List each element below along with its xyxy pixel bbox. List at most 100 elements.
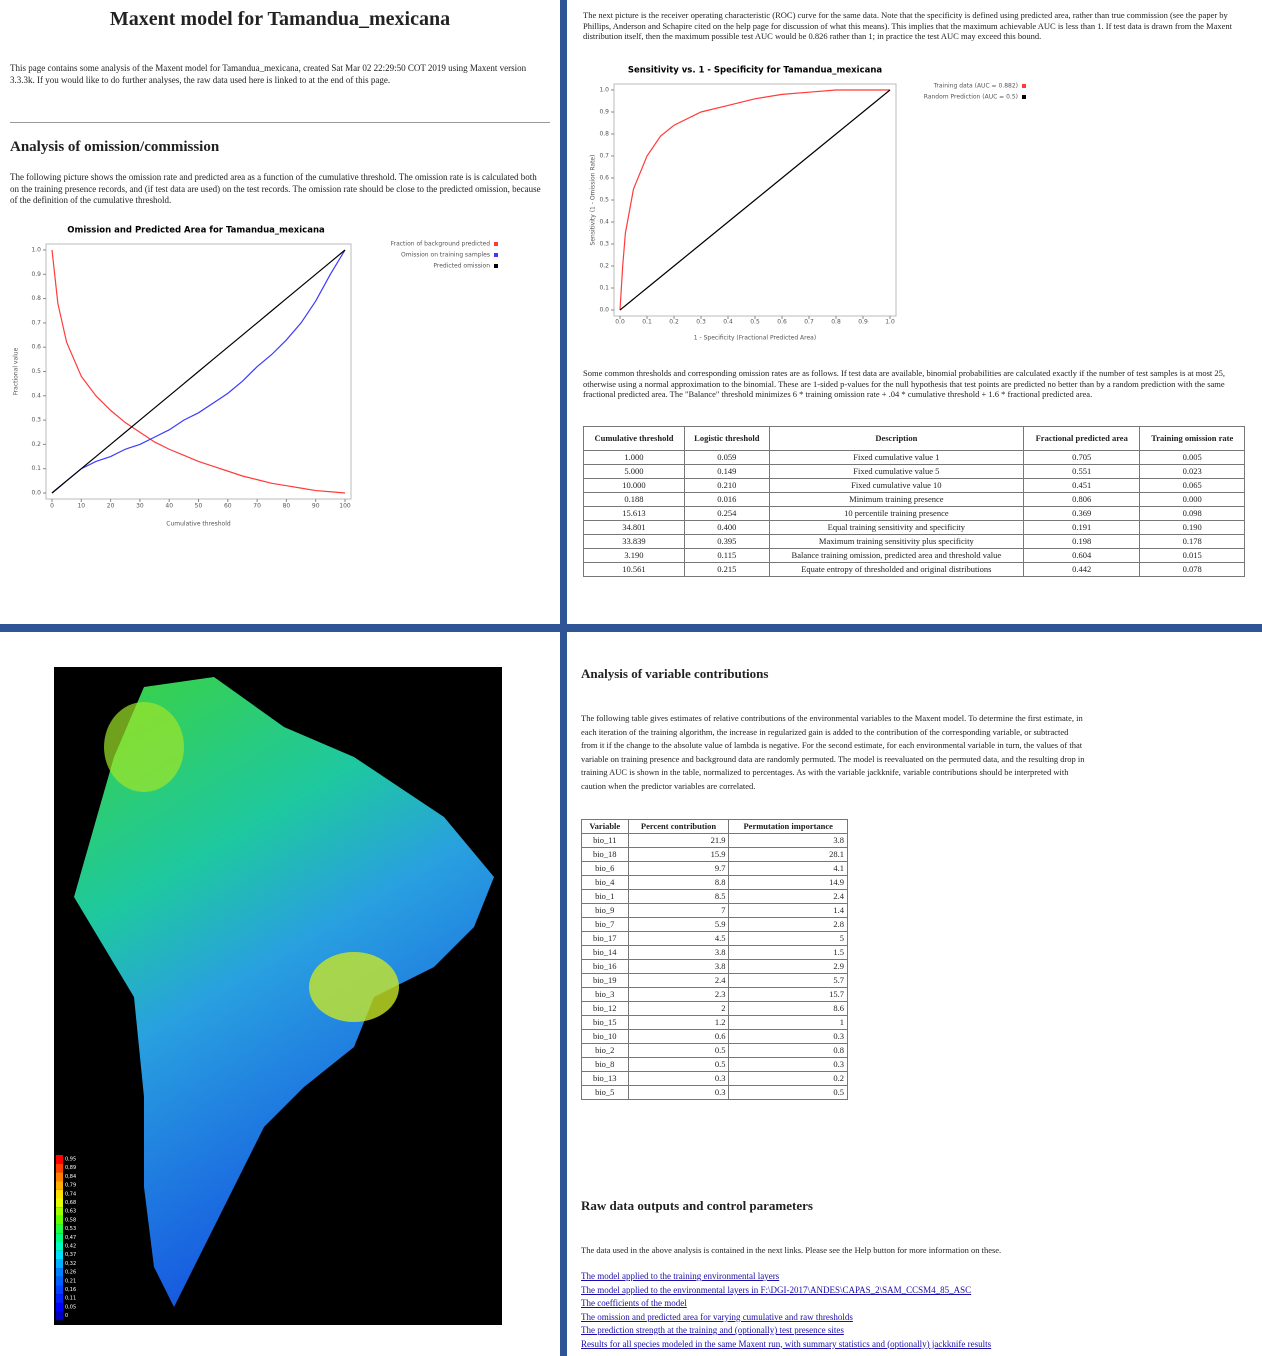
x-tick-label: 0.0 bbox=[615, 319, 625, 326]
paragraph: The following picture shows the omission… bbox=[10, 172, 545, 207]
cell: 2.4 bbox=[729, 890, 848, 904]
cell: 0.254 bbox=[684, 507, 769, 521]
cell: bio_9 bbox=[582, 904, 629, 918]
cell: 0.188 bbox=[584, 493, 685, 507]
paragraph: The following table gives estimates of r… bbox=[581, 712, 1086, 793]
cell: 4.5 bbox=[628, 932, 729, 946]
color-swatch bbox=[56, 1216, 63, 1225]
cell: 0.442 bbox=[1023, 563, 1139, 577]
row: 33.8390.395Maximum training sensitivity … bbox=[584, 535, 1245, 549]
cell: 0.115 bbox=[684, 549, 769, 563]
variable-table: VariablePercent contributionPermutation … bbox=[581, 819, 848, 1100]
x-tick-label: 0.4 bbox=[723, 319, 733, 326]
cell: 1.2 bbox=[628, 1016, 729, 1030]
section-heading: Raw data outputs and control parameters bbox=[581, 1198, 813, 1214]
color-swatch bbox=[56, 1190, 63, 1199]
link[interactable]: The prediction strength at the training … bbox=[581, 1324, 1181, 1338]
x-tick-label: 0.9 bbox=[858, 319, 868, 326]
legend-label: Fraction of background predicted bbox=[391, 241, 491, 248]
cell: bio_8 bbox=[582, 1058, 629, 1072]
row: bio_80.50.3 bbox=[582, 1058, 848, 1072]
x-tick-label: 80 bbox=[283, 503, 291, 510]
y-tick-label: 0.8 bbox=[31, 295, 41, 302]
row: bio_48.814.9 bbox=[582, 876, 848, 890]
link[interactable]: The model applied to the training enviro… bbox=[581, 1270, 1181, 1284]
legend-swatch bbox=[494, 242, 498, 246]
cell: 2 bbox=[628, 1002, 729, 1016]
y-tick-label: 0.7 bbox=[599, 153, 609, 160]
cell: 10.561 bbox=[584, 563, 685, 577]
legend-label: 0,63 bbox=[65, 1209, 76, 1215]
legend-label: Random Prediction (AUC = 0.5) bbox=[924, 94, 1018, 101]
series-line bbox=[52, 250, 345, 493]
legend-label: 0,16 bbox=[65, 1287, 76, 1293]
cell: 0.5 bbox=[628, 1044, 729, 1058]
x-tick-label: 10 bbox=[77, 503, 85, 510]
x-tick-label: 100 bbox=[339, 503, 351, 510]
cell: 0.078 bbox=[1140, 563, 1245, 577]
page: Maxent model for Tamandua_mexicana This … bbox=[0, 0, 1262, 1356]
cell: Fixed cumulative value 5 bbox=[769, 465, 1023, 479]
cell: bio_1 bbox=[582, 890, 629, 904]
legend-label: 0,32 bbox=[65, 1261, 76, 1267]
y-tick-label: 0.0 bbox=[31, 490, 41, 497]
legend-label: Training data (AUC = 0.882) bbox=[933, 83, 1018, 90]
link[interactable]: The omission and predicted area for vary… bbox=[581, 1311, 1181, 1325]
header-row: Cumulative thresholdLogistic thresholdDe… bbox=[584, 427, 1245, 451]
link[interactable]: The coefficients of the model bbox=[581, 1297, 1181, 1311]
legend-label: 0,21 bbox=[65, 1278, 76, 1284]
x-tick-label: 0.1 bbox=[642, 319, 652, 326]
legend-swatch bbox=[1022, 84, 1026, 88]
cell: Balance training omission, predicted are… bbox=[769, 549, 1023, 563]
high-suitability bbox=[309, 952, 399, 1022]
cell: 15.613 bbox=[584, 507, 685, 521]
row: bio_1121.93.8 bbox=[582, 834, 848, 848]
cell: 0.6 bbox=[628, 1030, 729, 1044]
cell: 0.190 bbox=[1140, 521, 1245, 535]
legend-label: 0,68 bbox=[65, 1200, 76, 1206]
color-swatch bbox=[56, 1181, 63, 1190]
cell: bio_12 bbox=[582, 1002, 629, 1016]
cell: 10 percentile training presence bbox=[769, 507, 1023, 521]
header-cell: Training omission rate bbox=[1140, 427, 1245, 451]
legend-label: 0,79 bbox=[65, 1183, 76, 1189]
link[interactable]: The model applied to the environmental l… bbox=[581, 1284, 1181, 1298]
cell: 0.806 bbox=[1023, 493, 1139, 507]
cell: Fixed cumulative value 1 bbox=[769, 451, 1023, 465]
y-tick-label: 0.1 bbox=[599, 285, 609, 292]
page-title: Maxent model for Tamandua_mexicana bbox=[0, 8, 560, 31]
paragraph: The data used in the above analysis is c… bbox=[581, 1244, 1106, 1257]
cell: Equate entropy of thresholded and origin… bbox=[769, 563, 1023, 577]
cell: 8.8 bbox=[628, 876, 729, 890]
chart-title: Sensitivity vs. 1 - Specificity for Tama… bbox=[628, 66, 883, 76]
cell: 34.801 bbox=[584, 521, 685, 535]
link[interactable]: Results for all species modeled in the s… bbox=[581, 1338, 1181, 1352]
x-tick-label: 0.2 bbox=[669, 319, 679, 326]
color-swatch bbox=[56, 1286, 63, 1295]
cell: bio_11 bbox=[582, 834, 629, 848]
cell: 5.7 bbox=[729, 974, 848, 988]
cell: 0.191 bbox=[1023, 521, 1139, 535]
color-swatch bbox=[56, 1294, 63, 1303]
cell: 0.015 bbox=[1140, 549, 1245, 563]
divider-horizontal bbox=[0, 624, 1262, 632]
y-tick-label: 0.1 bbox=[31, 465, 41, 472]
cell: 8.6 bbox=[729, 1002, 848, 1016]
row: bio_192.45.7 bbox=[582, 974, 848, 988]
legend-label: 0,95 bbox=[65, 1157, 76, 1163]
cell: Minimum training presence bbox=[769, 493, 1023, 507]
legend-label: Predicted omission bbox=[433, 263, 490, 270]
x-tick-label: 0.3 bbox=[696, 319, 706, 326]
y-tick-label: 0.3 bbox=[599, 241, 609, 248]
cell: 0.198 bbox=[1023, 535, 1139, 549]
cell: 3.8 bbox=[729, 834, 848, 848]
cell: 0.065 bbox=[1140, 479, 1245, 493]
cell: 15.7 bbox=[729, 988, 848, 1002]
legend-label: 0,37 bbox=[65, 1252, 76, 1258]
header-cell: Cumulative threshold bbox=[584, 427, 685, 451]
x-tick-label: 0.5 bbox=[750, 319, 760, 326]
